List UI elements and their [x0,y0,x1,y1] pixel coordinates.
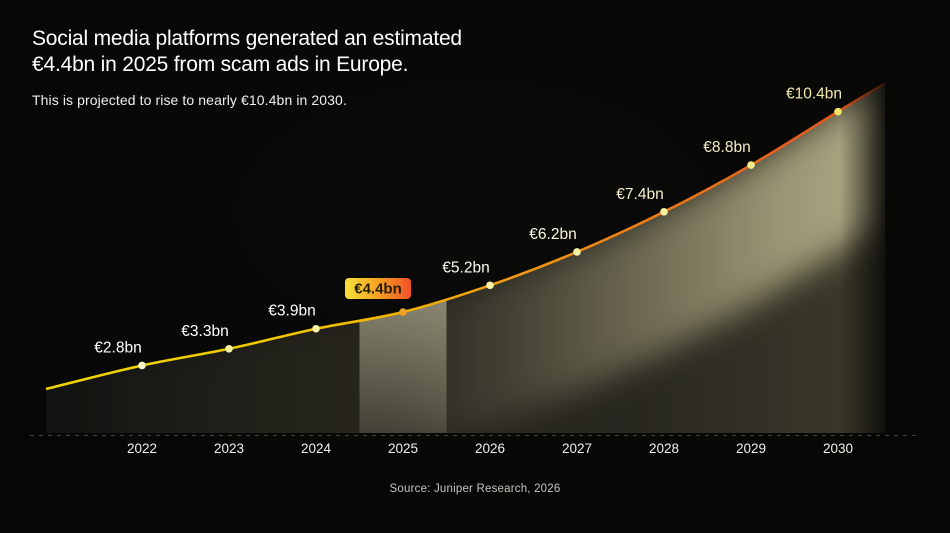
data-point-2030 [834,107,842,116]
data-point-2027 [573,248,581,256]
value-label-2024: €3.9bn [268,303,315,320]
value-label-2028: €7.4bn [616,186,663,203]
x-axis-labels: 2022 2023 2024 2025 2026 2027 2028 2029 2030 [127,441,853,456]
x-axis-label-2029: 2029 [736,441,766,456]
data-point-2025 [399,308,407,316]
page-title-line1: Social media platforms generated an esti… [32,27,462,50]
value-labels: €2.8bn €3.3bn €3.9bn €5.2bn €6.2bn €7.4bn €8.8… [94,86,842,357]
header: Social media platforms generated an esti… [32,26,462,108]
value-label-2023: €3.3bn [181,323,228,340]
data-points [138,107,842,370]
x-axis-label-2024: 2024 [301,441,332,456]
source-attribution: Source: Juniper Research, 2026 [389,483,561,495]
value-label-2025: €4.4bn [354,281,402,298]
x-axis-label-2026: 2026 [475,441,505,456]
highlight-badge-2025: €4.4bn [345,278,411,299]
page-title-line2: €4.4bn in 2025 from scam ads in Europe. [32,53,409,76]
value-label-2030: €10.4bn [786,86,842,103]
highlight-badge-background [345,278,411,299]
page-subtitle: This is projected to rise to nearly €10.… [32,92,347,108]
value-label-2027: €6.2bn [529,226,576,243]
x-axis-label-2022: 2022 [127,441,157,456]
x-axis-label-2030: 2030 [823,441,853,456]
x-axis-label-2028: 2028 [649,441,679,456]
data-point-2023 [225,344,233,353]
area-glow [46,83,885,433]
data-point-2022 [138,361,146,370]
data-point-2026 [486,281,494,290]
value-label-2026: €5.2bn [442,259,489,276]
page-title: Social media platforms generated an esti… [32,26,462,78]
data-point-2028 [660,208,668,216]
value-label-2022: €2.8bn [94,340,141,357]
data-point-2024 [312,324,320,333]
data-point-2029 [747,161,755,169]
x-axis-label-2023: 2023 [214,441,244,456]
x-axis-label-2025: 2025 [388,441,418,456]
highlight-band-2025 [359,250,447,433]
value-label-2029: €8.8bn [703,139,750,156]
x-axis-label-2027: 2027 [562,441,592,456]
